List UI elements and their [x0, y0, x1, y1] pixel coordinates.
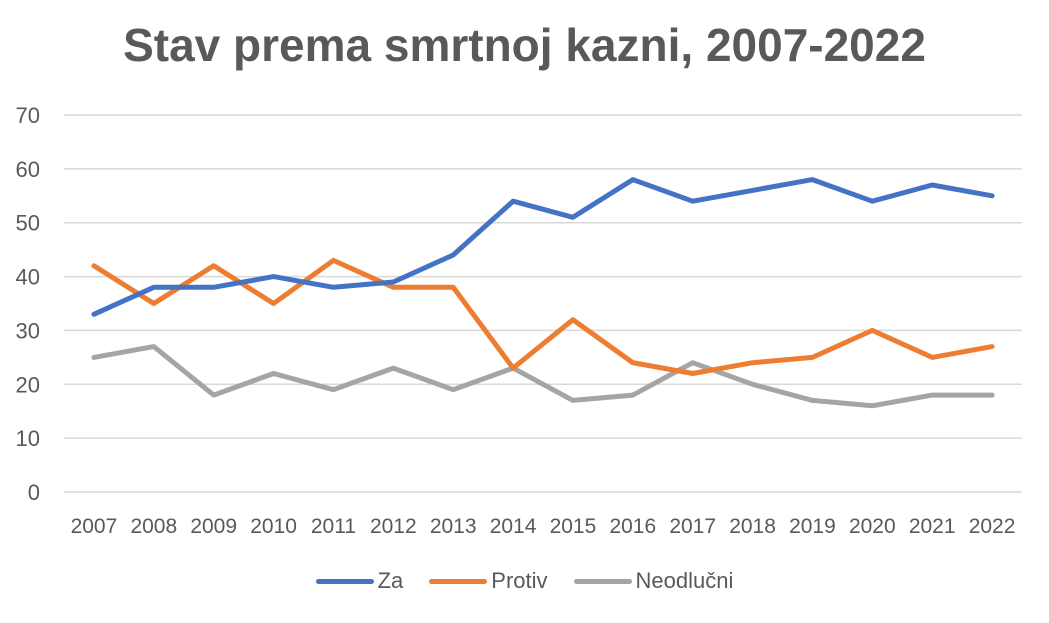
y-tick-label: 60 [16, 157, 40, 182]
series-line-protiv [91, 257, 995, 376]
series-line-neodlučni [91, 344, 995, 409]
series-line-za [91, 177, 995, 317]
chart-legend: Za Protiv Neodlučni [0, 568, 1049, 594]
chart-title: Stav prema smrtnoj kazni, 2007-2022 [123, 19, 926, 71]
legend-swatch-za [315, 578, 374, 584]
legend-label-neodlucni: Neodlučni [635, 568, 734, 593]
x-tick-label: 2017 [669, 515, 716, 538]
x-tick-label: 2012 [370, 515, 417, 538]
y-tick-label: 40 [16, 265, 40, 290]
legend-item-za: Za [315, 568, 404, 594]
x-tick-label: 2014 [490, 515, 537, 538]
legend-swatch-neodlucni [573, 578, 632, 584]
x-tick-label: 2018 [729, 515, 776, 538]
x-tick-label: 2007 [71, 515, 118, 538]
y-tick-label: 0 [28, 480, 40, 505]
y-tick-label: 70 [16, 103, 40, 128]
x-tick-label: 2010 [250, 515, 297, 538]
y-tick-label: 30 [16, 318, 40, 343]
x-tick-label: 2013 [430, 515, 477, 538]
y-tick-label: 10 [16, 426, 40, 451]
x-tick-label: 2016 [609, 515, 656, 538]
x-tick-label: 2015 [550, 515, 597, 538]
legend-label-za: Za [377, 568, 404, 593]
y-tick-label: 50 [16, 211, 40, 236]
legend-label-protiv: Protiv [491, 568, 548, 593]
x-tick-label: 2021 [909, 515, 956, 538]
x-tick-label: 2019 [789, 515, 836, 538]
x-tick-label: 2022 [969, 515, 1016, 538]
legend-swatch-protiv [429, 578, 488, 584]
x-tick-label: 2009 [190, 515, 237, 538]
x-tick-label: 2020 [849, 515, 896, 538]
legend-item-protiv: Protiv [429, 568, 548, 594]
x-tick-label: 2008 [130, 515, 177, 538]
y-tick-label: 20 [16, 372, 40, 397]
legend-item-neodlucni: Neodlučni [573, 568, 734, 594]
x-tick-label: 2011 [311, 515, 356, 538]
